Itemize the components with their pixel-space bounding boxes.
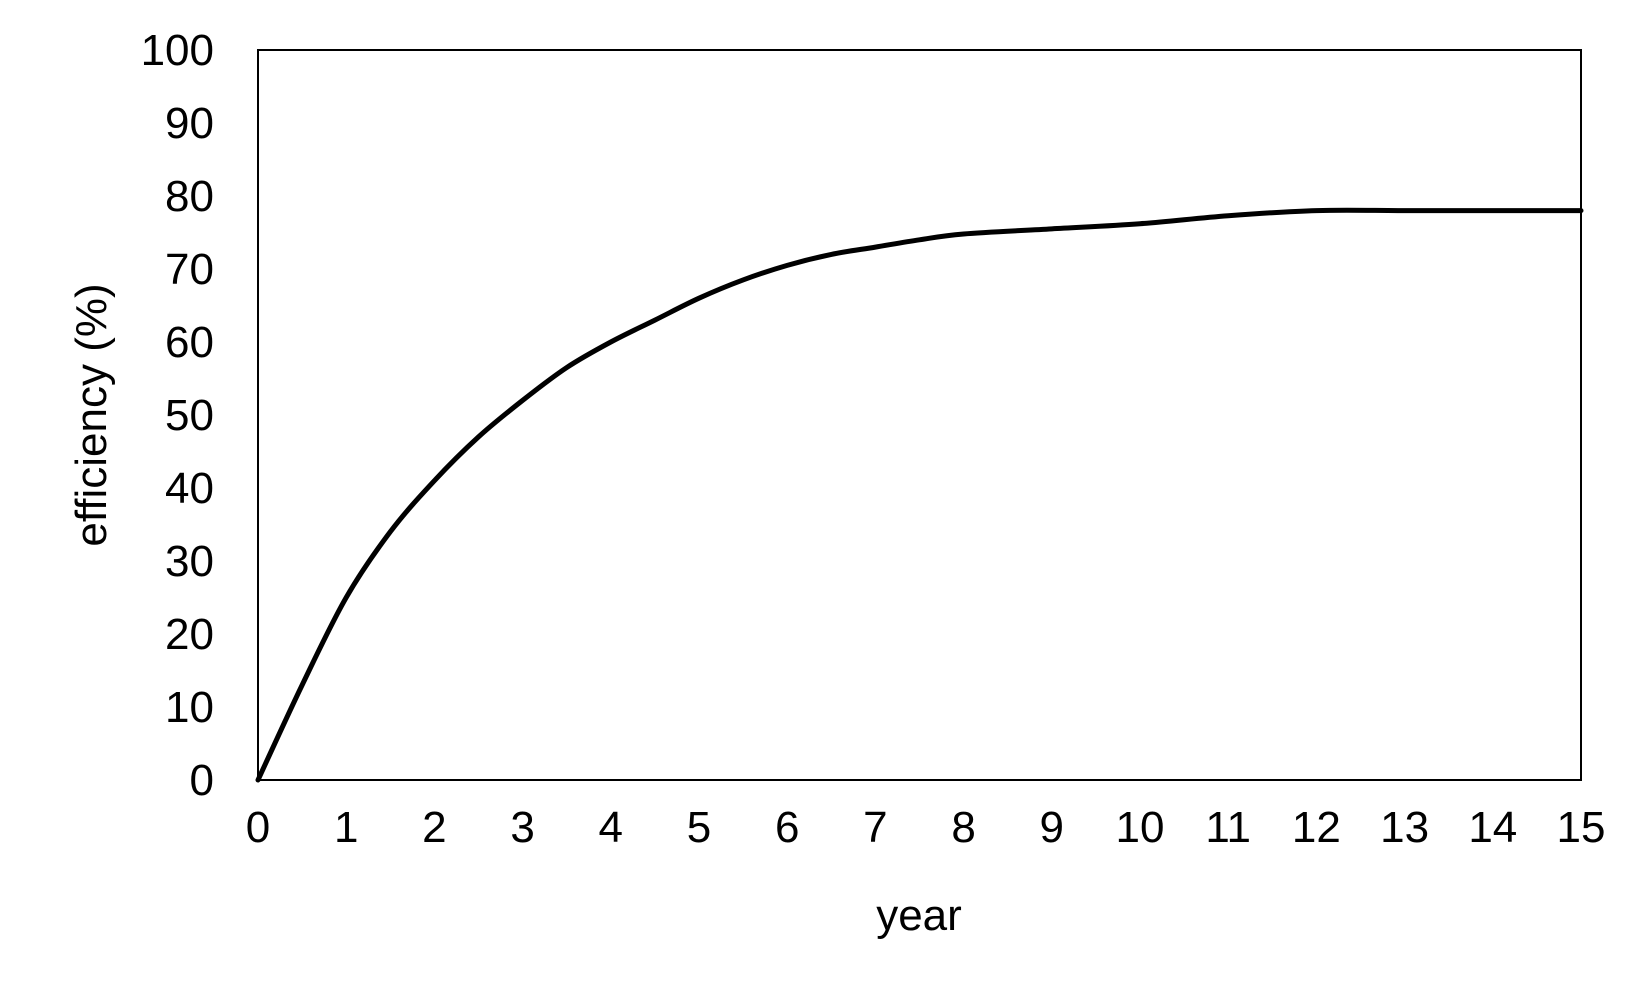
x-axis-title: year xyxy=(876,891,962,940)
x-tick-label: 4 xyxy=(599,803,623,852)
y-tick-label: 20 xyxy=(165,610,214,659)
y-tick-label: 70 xyxy=(165,245,214,294)
y-tick-label: 80 xyxy=(165,172,214,221)
series-layer xyxy=(255,207,1584,783)
series-line xyxy=(255,207,1584,783)
x-tick-label: 5 xyxy=(687,803,711,852)
x-tick-label: 14 xyxy=(1468,803,1517,852)
x-tick-labels: 0 1 2 3 4 5 6 7 8 9 10 11 12 13 14 15 xyxy=(246,803,1606,852)
y-axis-title: efficiency (%) xyxy=(67,283,116,546)
y-tick-label: 30 xyxy=(165,537,214,586)
y-tick-label: 60 xyxy=(165,318,214,367)
x-tick-label: 1 xyxy=(334,803,358,852)
x-tick-label: 10 xyxy=(1116,803,1165,852)
y-tick-label: 50 xyxy=(165,391,214,440)
y-tick-label: 40 xyxy=(165,464,214,513)
y-tick-label: 10 xyxy=(165,683,214,732)
x-tick-label: 6 xyxy=(775,803,799,852)
x-tick-label: 7 xyxy=(863,803,887,852)
x-tick-label: 8 xyxy=(951,803,975,852)
x-tick-label: 12 xyxy=(1292,803,1341,852)
x-tick-label: 2 xyxy=(422,803,446,852)
x-tick-label: 11 xyxy=(1205,803,1251,852)
x-tick-label: 3 xyxy=(510,803,534,852)
y-tick-label: 0 xyxy=(190,756,214,805)
x-tick-label: 13 xyxy=(1380,803,1429,852)
y-tick-labels: 0 10 20 30 40 50 60 70 80 90 100 xyxy=(141,26,214,805)
y-tick-label: 90 xyxy=(165,99,214,148)
y-tick-label: 100 xyxy=(141,26,214,75)
x-tick-label: 9 xyxy=(1040,803,1064,852)
plot-area-frame xyxy=(257,49,1582,781)
x-tick-label: 15 xyxy=(1557,803,1606,852)
x-tick-label: 0 xyxy=(246,803,270,852)
